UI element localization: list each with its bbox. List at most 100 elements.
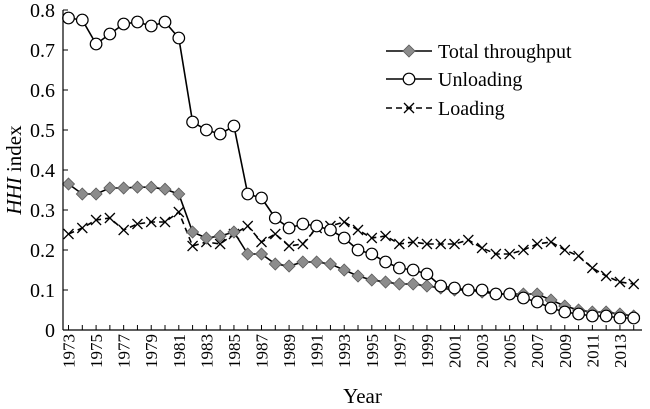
data-point-total-throughput (323, 257, 338, 271)
x-tick-label: 2013 (611, 334, 630, 368)
x-marker-stroke (269, 228, 281, 240)
data-point-loading (614, 276, 626, 288)
x-marker-stroke (76, 222, 88, 234)
data-point-loading (63, 228, 74, 240)
data-point-total-throughput (337, 263, 351, 277)
y-axis-title-italic: HHI (2, 176, 26, 215)
data-point-loading (517, 244, 529, 256)
data-point-unloading (144, 19, 158, 33)
data-point-unloading (158, 15, 172, 29)
data-point-unloading (268, 211, 282, 225)
data-point-total-throughput (61, 177, 76, 191)
data-point-unloading (503, 287, 517, 301)
data-point-unloading (572, 307, 585, 321)
x-marker-stroke (145, 216, 157, 228)
data-point-loading (256, 236, 267, 248)
data-point-unloading (131, 15, 144, 29)
x-marker-stroke (393, 238, 405, 250)
legend-label: Total throughput (438, 41, 572, 63)
x-marker-stroke (476, 242, 488, 254)
data-point-loading (214, 238, 226, 250)
series-layer (61, 11, 641, 325)
x-tick-label: 1973 (60, 334, 79, 368)
y-axis-title-rest: index (2, 125, 26, 177)
x-marker-stroke (573, 250, 585, 262)
y-tick-label: 0.2 (30, 240, 55, 262)
data-point-unloading (337, 231, 351, 245)
data-point-unloading (585, 309, 599, 323)
data-point-loading (462, 234, 474, 246)
data-point-loading (435, 238, 447, 250)
data-point-loading (131, 218, 143, 230)
data-point-total-throughput (379, 275, 393, 289)
legend-item-total-throughput: Total throughput (386, 41, 572, 63)
data-point-loading (338, 216, 350, 228)
data-point-loading (242, 220, 254, 232)
legend-label: Loading (438, 98, 505, 120)
x-marker-stroke (504, 248, 516, 260)
x-tick-label: 2005 (501, 334, 520, 368)
data-point-loading (573, 250, 585, 262)
data-point-total-throughput (117, 181, 131, 195)
data-point-loading (159, 216, 171, 228)
data-point-total-throughput (89, 187, 103, 201)
x-tick-label: 2009 (556, 334, 575, 368)
series-line-loading (68, 210, 634, 285)
x-marker-stroke (242, 220, 254, 232)
x-marker-stroke (462, 234, 474, 246)
x-marker-stroke (380, 230, 392, 242)
data-point-loading (559, 244, 571, 256)
x-marker-stroke (338, 216, 350, 228)
data-point-total-throughput (310, 255, 324, 269)
data-point-unloading (324, 223, 337, 237)
x-marker-stroke (187, 240, 199, 252)
x-marker-stroke (403, 102, 415, 114)
data-point-unloading (475, 283, 489, 297)
data-point-unloading (434, 279, 448, 293)
data-point-unloading (627, 311, 641, 325)
x-marker-stroke (490, 248, 502, 260)
data-point-loading (407, 236, 419, 248)
data-point-loading (297, 238, 309, 250)
data-point-unloading (199, 123, 213, 137)
data-point-total-throughput (103, 181, 117, 195)
x-marker-stroke (449, 238, 460, 250)
data-point-loading (366, 232, 378, 244)
data-point-unloading (75, 13, 89, 27)
data-point-unloading (530, 295, 544, 309)
x-tick-label: 1987 (253, 334, 272, 369)
data-point-unloading (186, 115, 199, 129)
x-marker-stroke (421, 238, 433, 250)
x-marker-stroke (256, 236, 267, 248)
y-tick-label: 0.8 (30, 0, 55, 22)
data-point-unloading (117, 17, 131, 31)
data-point-unloading (172, 31, 186, 45)
data-point-total-throughput (158, 182, 172, 196)
data-point-loading (269, 228, 281, 240)
data-point-unloading (213, 127, 227, 141)
data-point-total-throughput (420, 279, 434, 293)
x-marker-stroke (531, 238, 543, 250)
series-loading (63, 206, 640, 290)
data-point-unloading (461, 283, 475, 297)
x-marker-stroke (366, 232, 378, 244)
data-point-unloading (241, 187, 255, 201)
x-tick-label: 1989 (280, 334, 299, 368)
x-tick-label: 1981 (170, 334, 189, 368)
data-point-loading (187, 240, 199, 252)
legend-item-unloading: Unloading (386, 69, 522, 91)
legend-marker (403, 102, 415, 114)
data-point-total-throughput (75, 187, 89, 201)
data-point-unloading (351, 243, 365, 257)
x-marker-stroke (131, 218, 143, 230)
y-tick-label: 0.7 (30, 40, 55, 62)
data-point-loading (145, 216, 157, 228)
data-point-total-throughput (172, 187, 186, 201)
x-marker-stroke (435, 238, 447, 250)
y-tick-label: 0.6 (30, 80, 55, 102)
data-point-unloading (599, 309, 613, 323)
x-tick-label: 1975 (87, 334, 106, 368)
data-point-unloading (310, 219, 324, 233)
x-marker-stroke (214, 238, 226, 250)
data-point-unloading (89, 37, 103, 51)
